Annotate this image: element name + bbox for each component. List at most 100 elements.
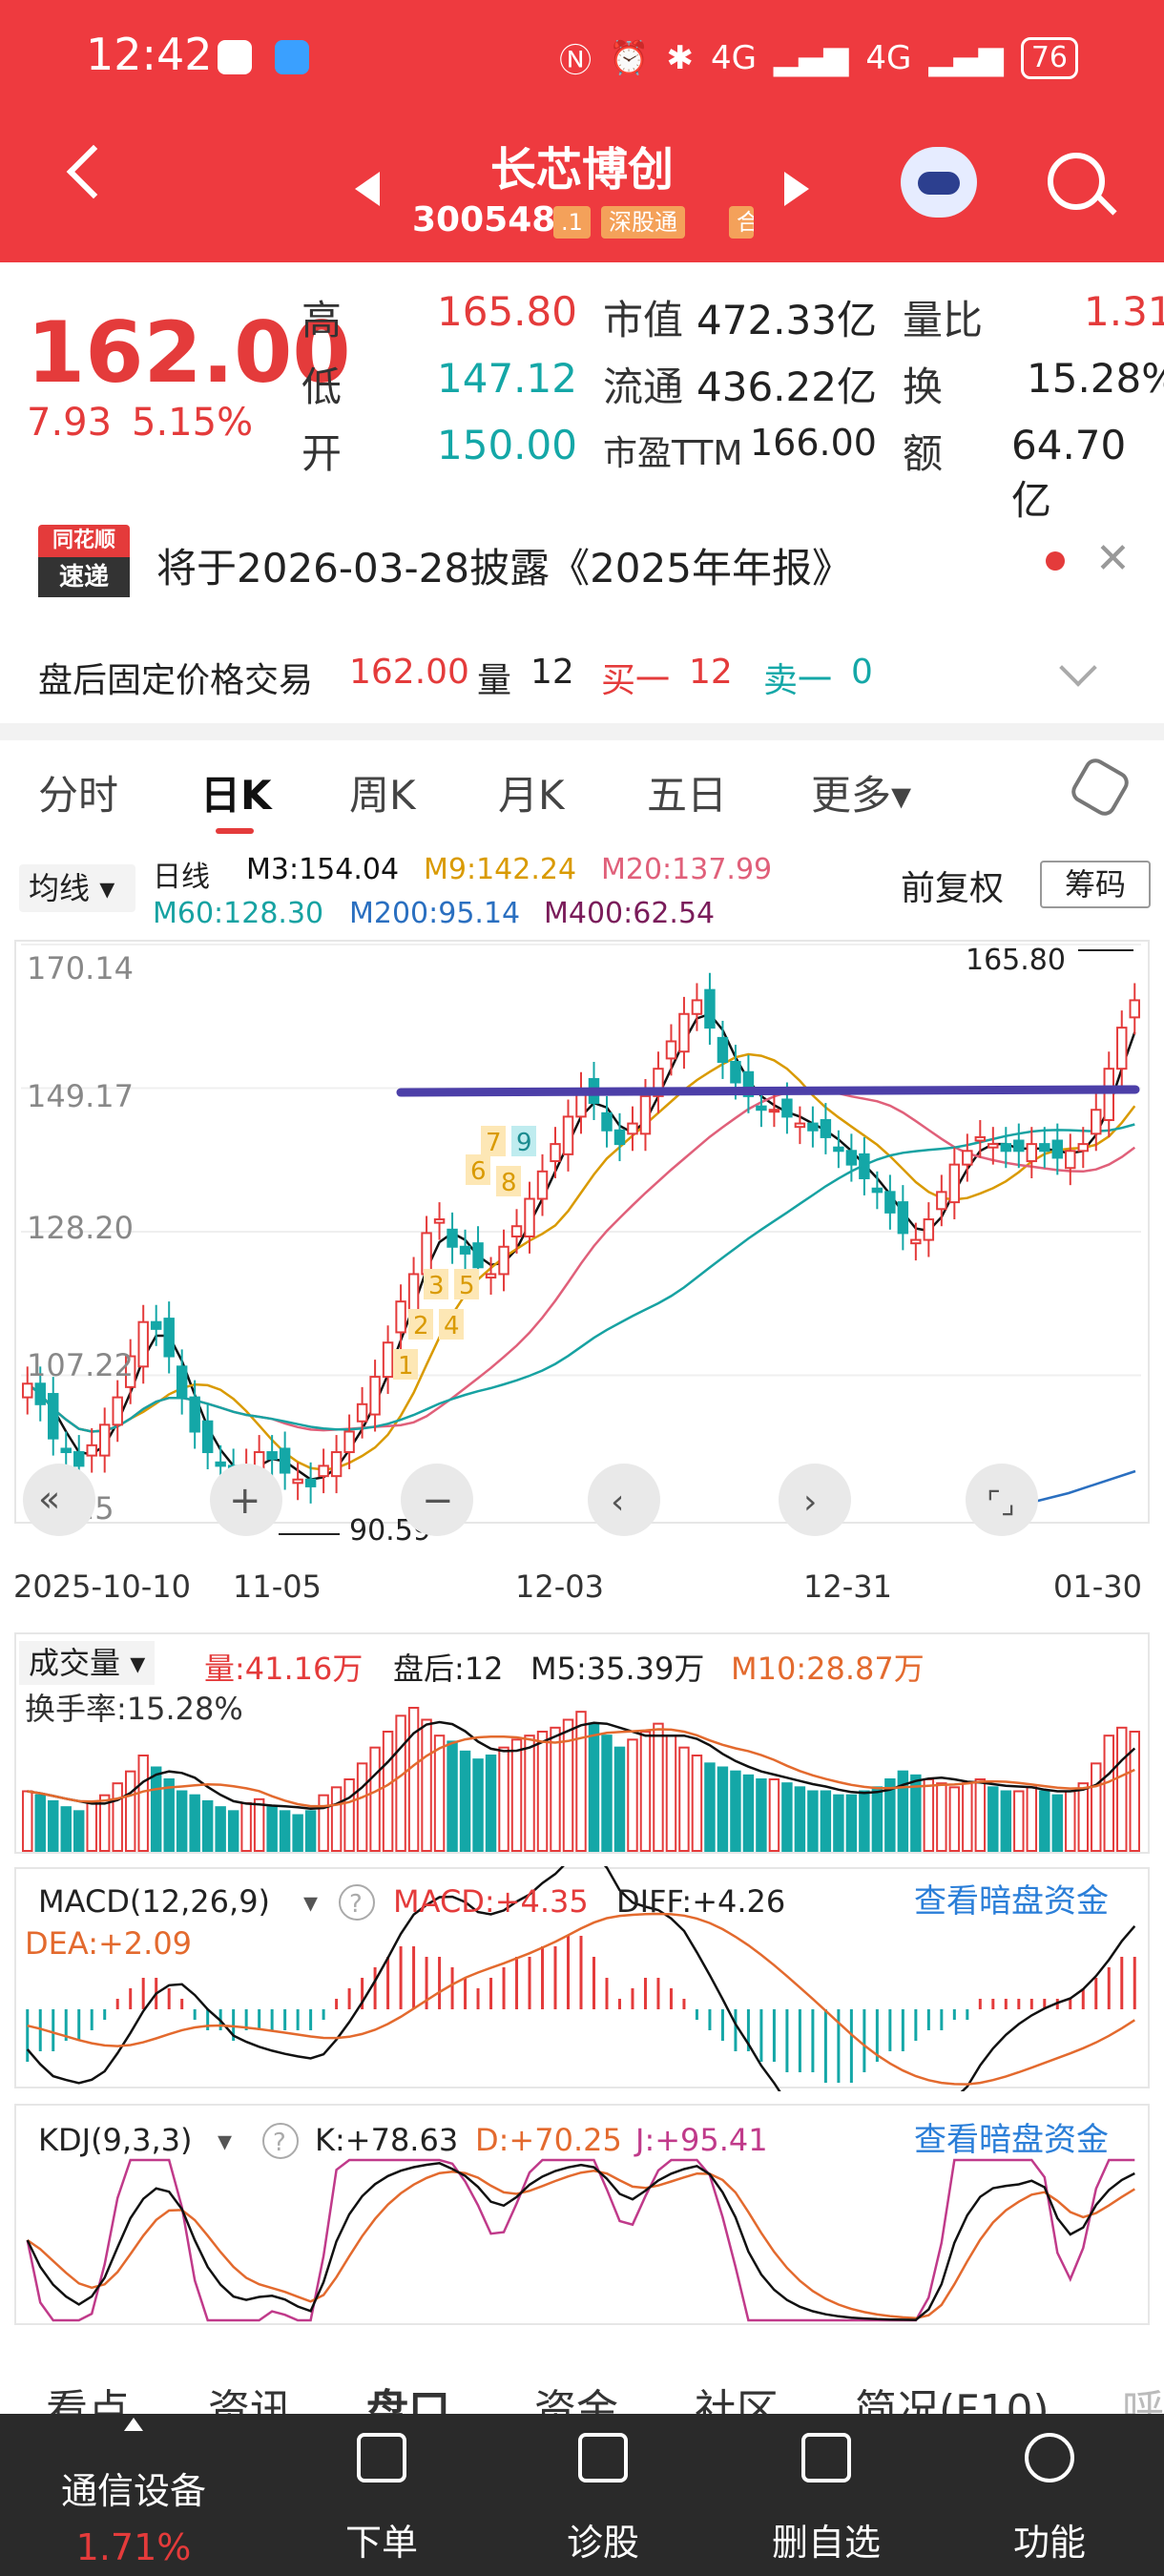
tab-five-day[interactable]: 五日 [647, 772, 728, 819]
volume-bar [382, 1731, 394, 1852]
chevron-down-icon[interactable] [1059, 649, 1097, 687]
diff-value: DIFF:+4.26 [616, 1883, 785, 1920]
ma-kind: 日线 [153, 861, 210, 894]
high-value: 165.80 [437, 288, 577, 335]
order-button[interactable]: 下单 [344, 2522, 418, 2564]
settings-hex-icon[interactable] [1067, 754, 1133, 821]
macd-title[interactable]: MACD(12,26,9) [38, 1883, 270, 1920]
price-change-pct: 5.15% [132, 401, 254, 445]
chart-border [14, 940, 1150, 1524]
chips-button[interactable]: 筹码 [1040, 861, 1151, 908]
kdj-dark-fund-link[interactable]: 查看暗盘资金 [914, 2121, 1109, 2159]
volume-bar [1103, 1735, 1114, 1852]
candle-body [1026, 1143, 1038, 1163]
network1-label: 4G [710, 38, 757, 77]
help-icon[interactable] [339, 1884, 375, 1921]
kdj-chart[interactable]: KDJ(9,3,3) ▾ ? K:+78.63 D:+70.25 J:+95.4… [0, 2103, 1164, 2328]
volume-bar [472, 1758, 484, 1853]
search-icon[interactable] [1048, 153, 1105, 210]
volume-m10: M10:28.87万 [731, 1651, 925, 1687]
candle-body [639, 1094, 652, 1135]
zoom-in-button[interactable] [210, 1464, 282, 1536]
candle-body [884, 1191, 896, 1214]
candle-body [304, 1478, 317, 1487]
tab-intraday[interactable]: 分时 [38, 772, 119, 819]
after-vol-label: 量 [477, 661, 512, 700]
candle-body [768, 1109, 780, 1113]
volume-chart[interactable] [0, 1631, 1164, 1857]
sector-name[interactable]: 通信设备 [60, 2470, 206, 2512]
volume-bar [1065, 1790, 1076, 1852]
alarm-icon: ⏰ [609, 38, 650, 77]
signal-icon: ▂▄▆ [773, 38, 849, 77]
tag-connect: 深股通 [601, 206, 685, 239]
zoom-out-button[interactable] [401, 1464, 473, 1536]
function-button[interactable]: 功能 [1012, 2522, 1086, 2564]
candle-body [820, 1118, 832, 1138]
candle-body [678, 1012, 690, 1053]
d-value: D:+70.25 [475, 2122, 622, 2158]
section-divider [0, 723, 1164, 740]
mktcap-value: 472.33亿 [696, 297, 877, 343]
kdj-title[interactable]: KDJ(9,3,3) [38, 2122, 192, 2158]
tag-level: .1 [553, 206, 591, 239]
ma-select[interactable]: 均线 ▾ [19, 864, 135, 912]
remove-favorite-button[interactable]: 删自选 [771, 2522, 881, 2564]
fullscreen-button[interactable] [966, 1464, 1038, 1536]
candle-body [833, 1146, 844, 1153]
diagnose-button[interactable]: 诊股 [566, 2522, 639, 2564]
volume-bar [369, 1746, 381, 1852]
tab-daily-k[interactable]: 日K [200, 772, 272, 819]
scroll-right-button[interactable] [779, 1464, 851, 1536]
volume-bar [459, 1750, 471, 1852]
seq-number: 2 [413, 1312, 429, 1340]
candle-body [1000, 1143, 1012, 1153]
candle-body [189, 1396, 200, 1433]
macd-chart[interactable]: MACD(12,26,9) ▾ ? MACD:+4.35 DIFF:+4.26 … [0, 1866, 1164, 2091]
float-value: 436.22亿 [696, 364, 877, 410]
tab-weekly-k[interactable]: 周K [349, 772, 416, 819]
volume-bar [304, 1810, 317, 1852]
close-icon[interactable]: ✕ [1095, 534, 1131, 583]
candle-body [137, 1320, 149, 1368]
volume-select[interactable]: 成交量 ▾ [19, 1641, 156, 1685]
volume-bar [1116, 1726, 1128, 1853]
candle-body [1065, 1150, 1076, 1170]
volume-bar [292, 1814, 303, 1852]
volume-bar [510, 1738, 523, 1852]
tab-more[interactable]: 更多▾ [811, 772, 912, 819]
pe-label: 市盈TTM [603, 434, 743, 473]
status-time: 12:42 [86, 29, 213, 80]
volume-bar [22, 1790, 33, 1852]
candle-body [1091, 1109, 1102, 1135]
scroll-left-button[interactable] [588, 1464, 660, 1536]
volume-bar [356, 1762, 368, 1852]
y-tick-0: 170.14 [27, 950, 134, 987]
volume-bar [704, 1762, 716, 1852]
prev-stock-icon[interactable] [355, 172, 380, 206]
volume-bar [137, 1755, 149, 1852]
candle-body [356, 1402, 368, 1423]
dark-fund-link[interactable]: 查看暗盘资金 [914, 1882, 1109, 1921]
volume-bar [498, 1746, 509, 1852]
next-stock-icon[interactable] [784, 172, 809, 206]
candle-body [756, 1105, 767, 1111]
candle-body [1077, 1143, 1089, 1153]
collapse-button[interactable] [23, 1464, 95, 1536]
volume-bar [86, 1802, 97, 1852]
volume-bar [936, 1782, 947, 1853]
volume-bar [575, 1711, 587, 1852]
volume-bar [845, 1794, 858, 1853]
candle-body [73, 1451, 85, 1467]
turnover-value: 15.28% [1027, 355, 1164, 402]
tab-monthly-k[interactable]: 月K [498, 772, 565, 819]
volume-bar [112, 1782, 123, 1853]
seq-badge [393, 1349, 418, 1380]
open-value: 150.00 [437, 422, 577, 468]
adjust-mode[interactable]: 前复权 [901, 869, 1005, 908]
notice-text[interactable]: 将于2026-03-28披露《2025年年报》 [156, 545, 852, 592]
candle-body [730, 1060, 741, 1084]
volume-bar [536, 1731, 549, 1852]
kdj-help-icon[interactable] [262, 2123, 299, 2159]
